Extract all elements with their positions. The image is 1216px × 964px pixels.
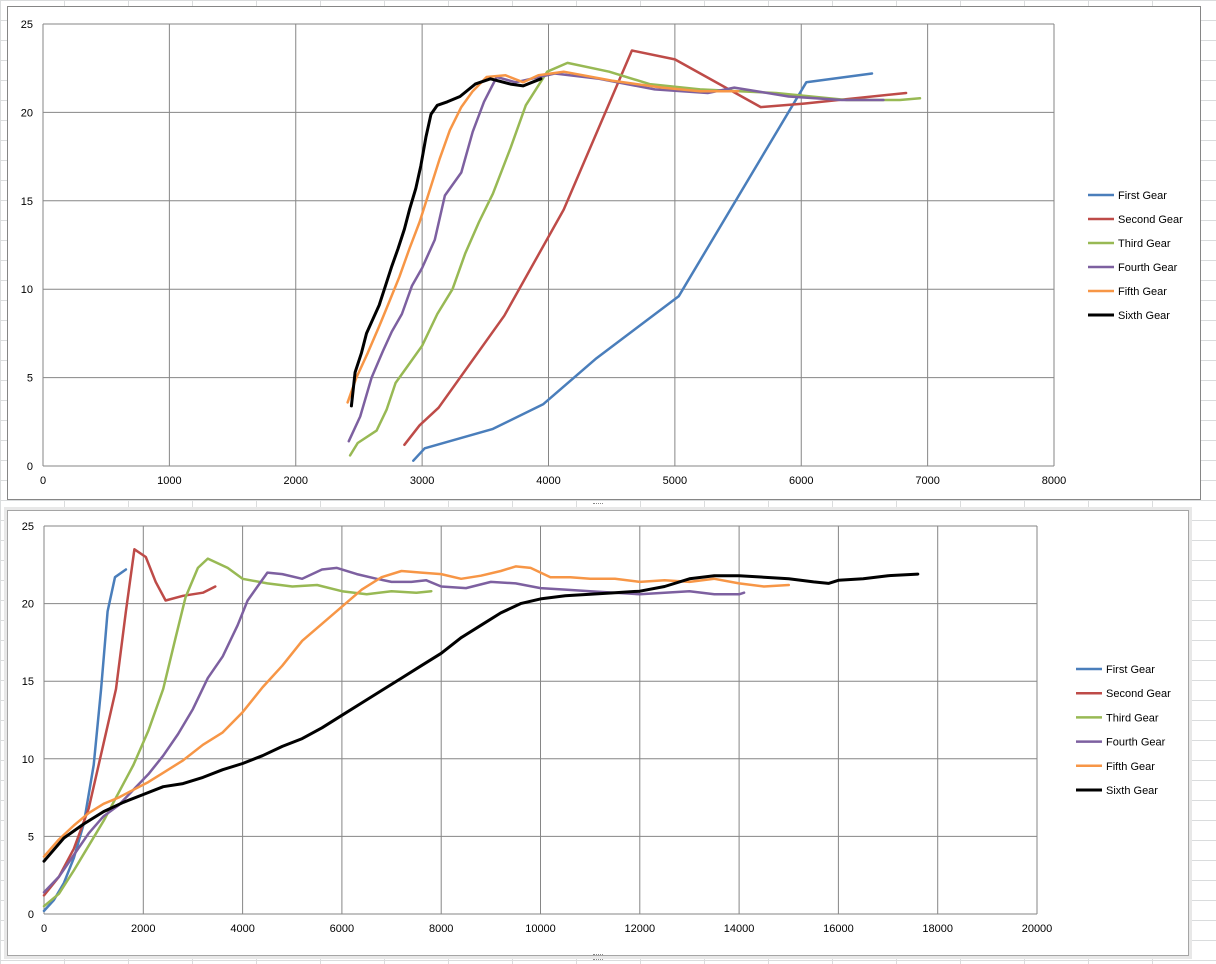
y-tick-label: 25	[22, 521, 34, 533]
y-tick-label: 10	[22, 754, 34, 766]
y-tick-label: 25	[21, 19, 33, 31]
chart-upper-svg: 0 1000 2000 3000 4000 5000 6000 7000 8000 0 5 10 15 2…	[21, 19, 1183, 487]
chart-upper[interactable]: 0 1000 2000 3000 4000 5000 6000 7000 8000 0 5 10 15 2…	[7, 6, 1201, 500]
series-line-first-gear	[42, 568, 128, 913]
y-tick-label: 15	[22, 676, 34, 688]
x-tick-label: 18000	[922, 923, 953, 935]
x-tick-label: 8000	[429, 923, 453, 935]
legend-label: Sixth Gear	[1118, 310, 1170, 322]
x-tick-label: 14000	[724, 923, 755, 935]
y-tick-label: 0	[28, 909, 34, 921]
x-tick-label: 5000	[663, 475, 687, 487]
series-line-sixth-gear	[42, 572, 920, 863]
series-line-second-gear	[42, 548, 217, 897]
legend-label: Fifth Gear	[1118, 286, 1167, 298]
y-tick-label: 5	[28, 831, 34, 843]
x-tick-label: 2000	[284, 475, 308, 487]
x-tick-label: 6000	[330, 923, 354, 935]
y-tick-label: 15	[21, 196, 33, 208]
x-tick-label: 2000	[131, 923, 155, 935]
series-line-first-gear	[412, 72, 874, 462]
y-tick-label: 20	[22, 599, 34, 611]
legend-label: Second Gear	[1106, 688, 1171, 700]
legend-label: Third Gear	[1118, 238, 1171, 250]
x-tick-label: 4000	[230, 923, 254, 935]
series-line-second-gear	[403, 49, 908, 447]
legend-label: First Gear	[1118, 190, 1167, 202]
legend-label: Sixth Gear	[1106, 785, 1158, 797]
x-tick-label: 6000	[789, 475, 813, 487]
legend-label: Fifth Gear	[1106, 761, 1155, 773]
x-tick-label: 0	[41, 923, 47, 935]
series-line-sixth-gear	[349, 77, 543, 408]
x-tick-label: 12000	[625, 923, 656, 935]
x-tick-label: 16000	[823, 923, 854, 935]
series-line-third-gear	[42, 557, 433, 908]
x-tick-label: 1000	[157, 475, 181, 487]
x-tick-label: 8000	[1042, 475, 1066, 487]
x-tick-label: 20000	[1022, 923, 1053, 935]
y-tick-label: 5	[27, 373, 33, 385]
x-tick-label: 3000	[410, 475, 434, 487]
legend-label: Fourth Gear	[1106, 737, 1166, 749]
x-tick-label: 4000	[536, 475, 560, 487]
series-line-fourth-gear	[42, 566, 746, 894]
legend-label: First Gear	[1106, 664, 1155, 676]
series-line-fifth-gear	[42, 565, 791, 858]
chart-lower[interactable]: 0 2000 4000 6000 8000 10000 12000 14000 16000 180…	[7, 510, 1189, 956]
legend-label: Second Gear	[1118, 214, 1183, 226]
series-line-fifth-gear	[346, 70, 740, 404]
series-line-third-gear	[348, 61, 922, 457]
resize-handle[interactable]	[593, 503, 603, 509]
y-tick-label: 0	[27, 461, 33, 473]
y-tick-label: 10	[21, 284, 33, 296]
chart-lower-svg: 0 2000 4000 6000 8000 10000 12000 14000 16000 180…	[22, 521, 1171, 935]
x-tick-label: 10000	[525, 923, 556, 935]
x-tick-label: 7000	[915, 475, 939, 487]
y-tick-label: 20	[21, 107, 33, 119]
legend-label: Third Gear	[1106, 712, 1159, 724]
x-tick-label: 0	[40, 475, 46, 487]
legend-label: Fourth Gear	[1118, 262, 1178, 274]
resize-handle-bottom[interactable]	[593, 954, 603, 960]
